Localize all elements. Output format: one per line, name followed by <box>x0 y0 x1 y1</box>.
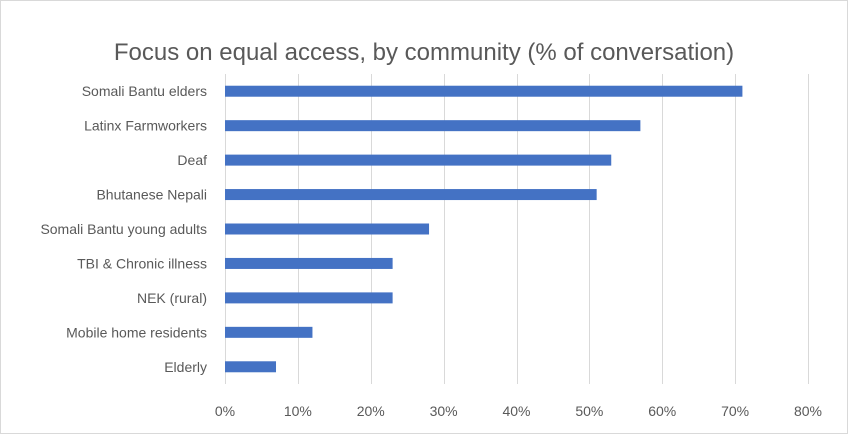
bar <box>225 326 313 338</box>
category-label: Bhutanese Nepali <box>96 187 207 203</box>
x-tick-label: 40% <box>502 403 530 419</box>
bar <box>225 154 612 166</box>
category-label: Mobile home residents <box>66 324 207 340</box>
bar <box>225 189 597 201</box>
bar <box>225 361 277 373</box>
category-label: NEK (rural) <box>137 290 207 306</box>
bar <box>225 85 743 97</box>
tick-labels: 0% 10% 20% 30% 40% 50% 60% 70% 80% <box>215 403 822 419</box>
category-label: Elderly <box>164 359 207 375</box>
x-tick-label: 20% <box>357 403 385 419</box>
x-tick-label: 80% <box>794 403 822 419</box>
x-tick-label: 30% <box>430 403 458 419</box>
category-label: Somali Bantu elders <box>82 83 207 99</box>
category-label: Somali Bantu young adults <box>40 221 207 237</box>
category-label: Deaf <box>177 152 207 168</box>
category-label: TBI & Chronic illness <box>77 255 207 271</box>
x-tick-label: 50% <box>575 403 603 419</box>
x-tick-label: 60% <box>648 403 676 419</box>
bar <box>225 257 393 269</box>
x-tick-label: 0% <box>215 403 235 419</box>
bar <box>225 120 641 132</box>
bars <box>225 85 743 373</box>
x-tick-label: 70% <box>721 403 749 419</box>
category-labels: Somali Bantu elders Latinx Farmworkers Dea… <box>40 83 207 375</box>
bar <box>225 223 430 235</box>
category-label: Latinx Farmworkers <box>84 118 207 134</box>
bar <box>225 292 393 304</box>
chart-title: Focus on equal access, by community (% o… <box>113 39 735 66</box>
x-tick-label: 10% <box>284 403 312 419</box>
